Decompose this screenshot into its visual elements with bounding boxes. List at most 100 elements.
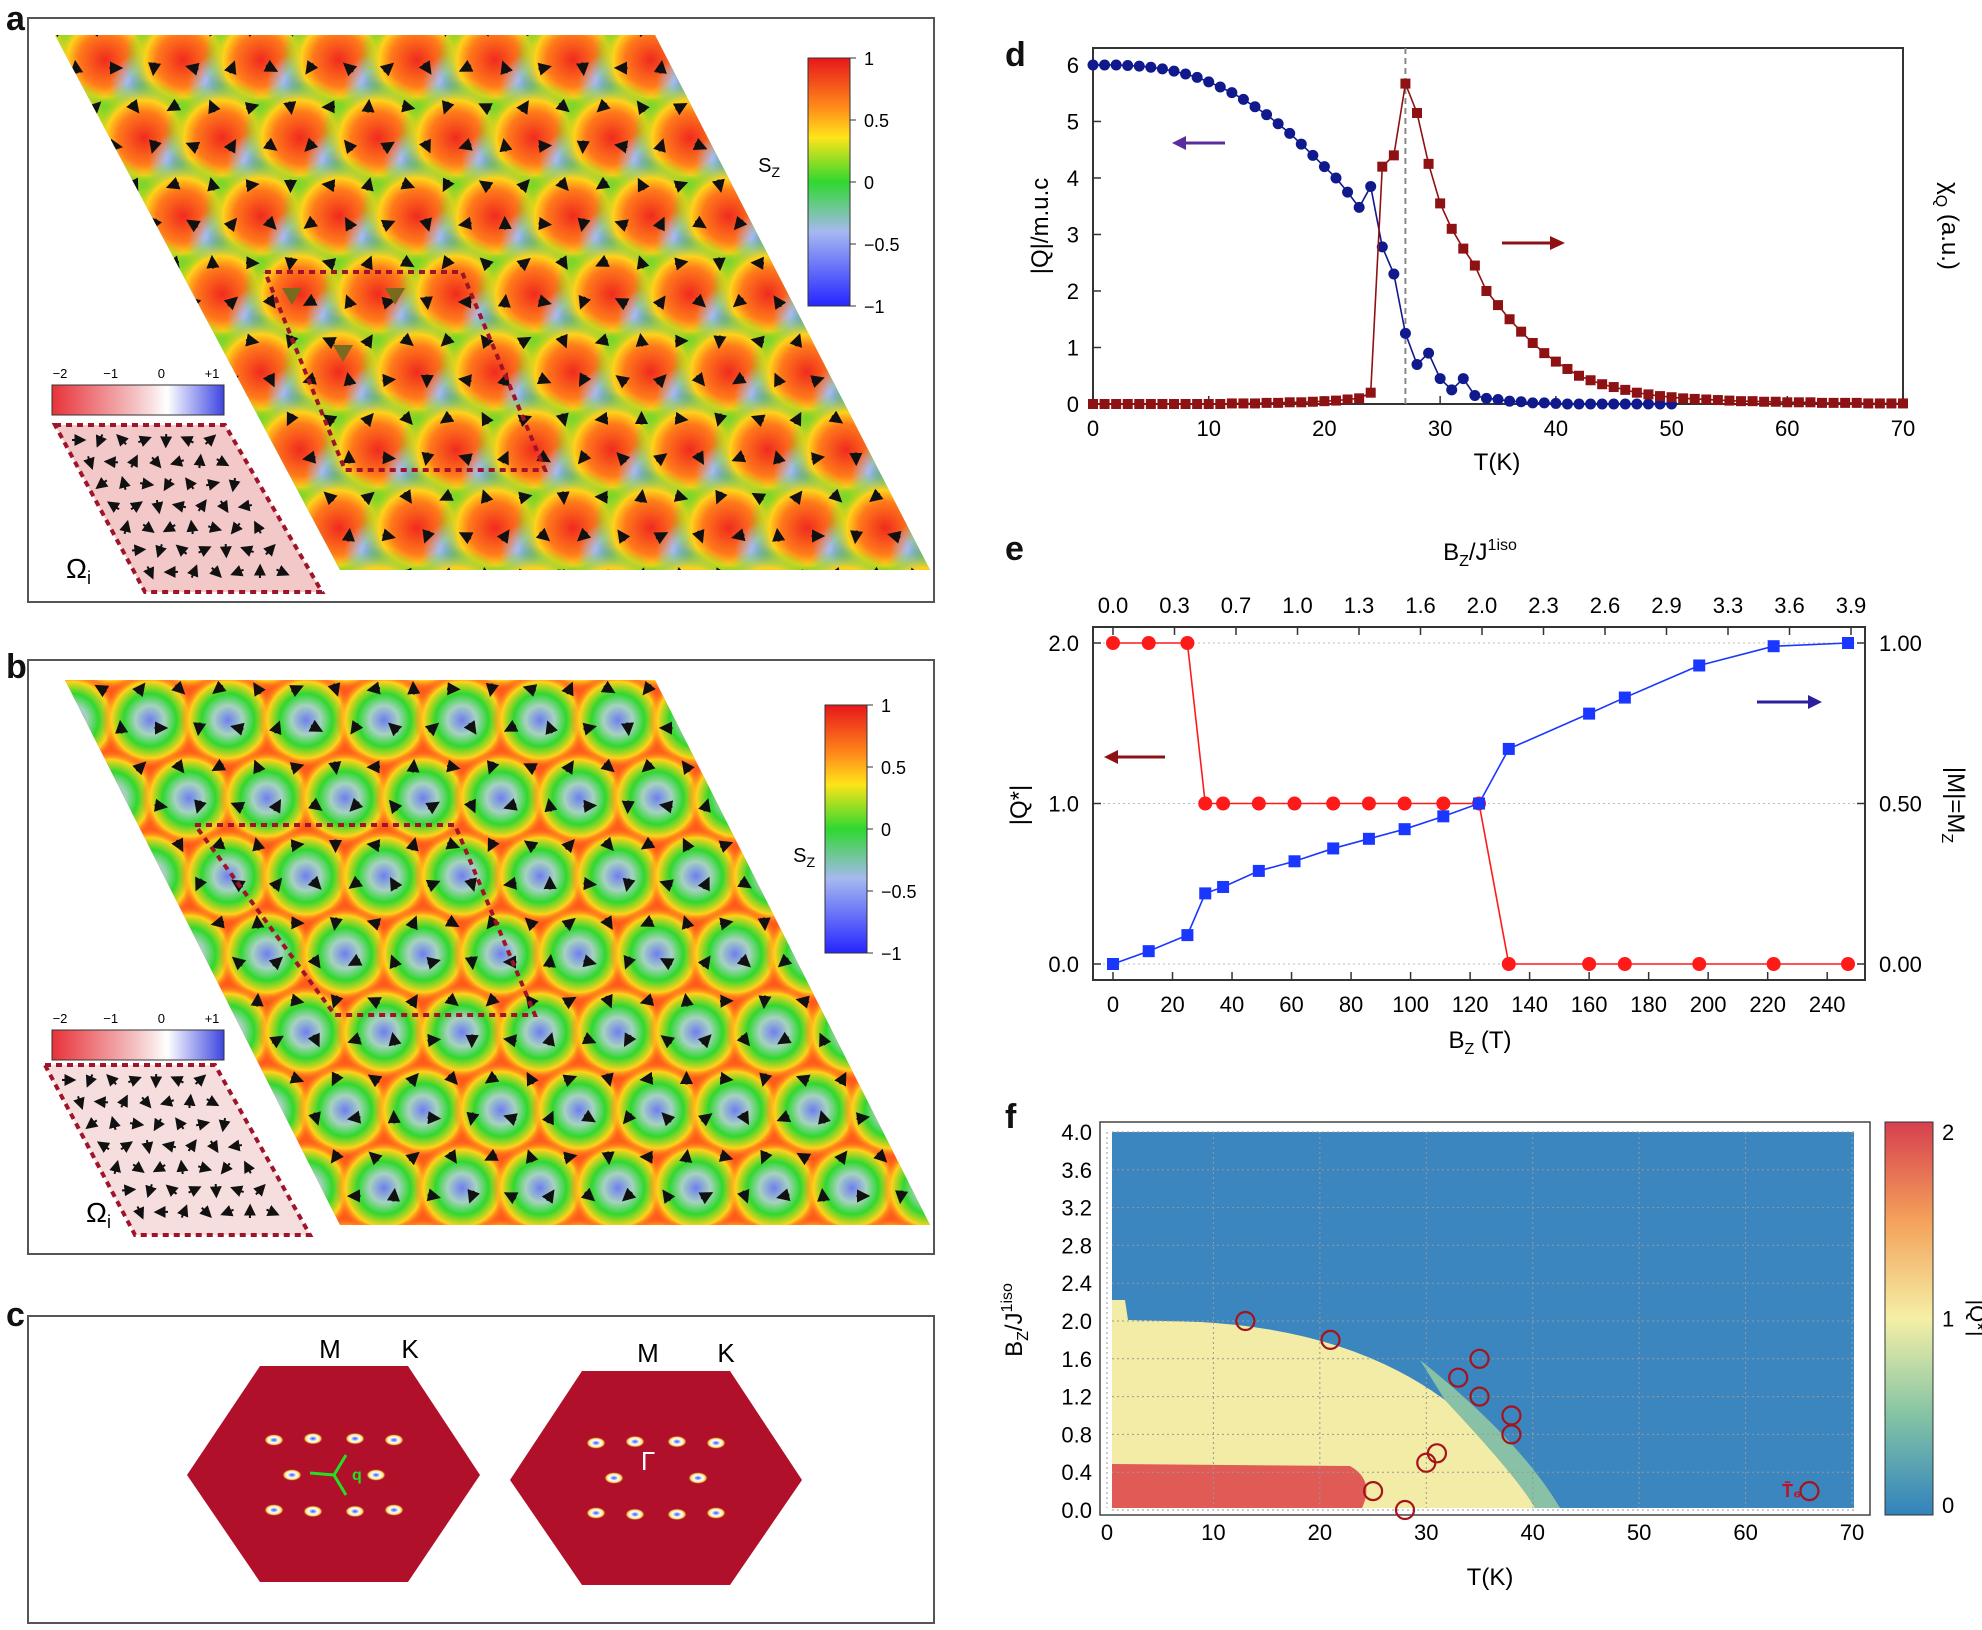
- bragg-peak: [384, 1504, 404, 1516]
- spin-arrow: [721, 1233, 731, 1238]
- spin-arrow: [978, 957, 979, 968]
- e-toptick-label: 2.0: [1467, 593, 1498, 618]
- spin-arrow: [1070, 492, 1071, 503]
- spin-arrow: [519, 652, 530, 653]
- skyrmion-core: [726, 672, 822, 768]
- d-point-q: [1527, 397, 1538, 408]
- spin-arrow: [169, 26, 178, 33]
- bragg-peak: [706, 1437, 726, 1449]
- spin-arrow: [910, 337, 918, 344]
- skyrmion-core: [687, 1218, 783, 1314]
- omega-tick-label: 0: [158, 1011, 165, 1026]
- d-point-chi: [1678, 393, 1688, 403]
- d-point-chi: [1111, 399, 1121, 409]
- spin-arrow: [348, 609, 351, 620]
- spin-arrow: [540, 610, 547, 618]
- e-xlabel: BZ (T): [1448, 1027, 1511, 1058]
- d-point-chi: [1713, 395, 1723, 405]
- spin-arrow: [559, 26, 568, 32]
- d-point-chi: [1100, 399, 1110, 409]
- spin-arrow: [873, 336, 879, 345]
- antiskyrmion-core: [773, 598, 841, 666]
- spin-arrow: [257, 996, 258, 1007]
- d-point-chi: [1134, 399, 1144, 409]
- f-ylabel: BZ/J1iso: [999, 1283, 1032, 1357]
- e-point-q: [1216, 797, 1230, 811]
- spin-arrow: [716, 649, 723, 657]
- spin-arrow: [968, 456, 978, 460]
- spin-arrow: [762, 684, 768, 693]
- spin-arrow: [798, 766, 809, 769]
- e-point-m: [1107, 958, 1119, 970]
- d-point-q: [1597, 399, 1608, 410]
- spin-arrow: [1034, 997, 1040, 1006]
- d-point-chi: [1528, 338, 1538, 348]
- e-point-q: [1106, 636, 1120, 650]
- spin-arrow: [642, 1234, 653, 1236]
- spin-arrow: [977, 801, 981, 811]
- d-point-q: [1180, 68, 1191, 79]
- d-point-chi: [1574, 371, 1584, 381]
- spin-arrow: [546, 1270, 554, 1278]
- d-point-chi: [1667, 392, 1677, 402]
- d-point-q: [1319, 161, 1330, 172]
- d-xtick-label: 10: [1196, 416, 1220, 441]
- spin-arrow: [1183, 573, 1193, 578]
- spin-arrow: [1046, 378, 1056, 382]
- spin-arrow: [1147, 570, 1151, 580]
- spin-arrow: [740, 727, 751, 730]
- d-point-chi: [1181, 399, 1191, 409]
- d-point-chi: [1551, 357, 1561, 367]
- spin-arrow: [326, 571, 333, 580]
- f-colorbar-tick-label: 1: [1942, 1307, 1954, 1332]
- f-xtick-label: 0: [1101, 1520, 1113, 1545]
- spin-arrow: [1114, 1074, 1116, 1085]
- spin-arrow: [877, 999, 887, 1004]
- e-point-q: [1398, 797, 1412, 811]
- d-arrow-right: [1502, 236, 1565, 250]
- d-point-chi: [1829, 398, 1839, 408]
- d-point-chi: [1643, 389, 1653, 399]
- spin-arrow: [753, 27, 763, 31]
- d-point-q: [1250, 101, 1261, 112]
- f-xtick-label: 30: [1414, 1520, 1438, 1545]
- spin-arrow: [426, 297, 427, 308]
- spin-arrow: [991, 492, 994, 502]
- f-q2-phase: [1112, 1464, 1366, 1508]
- bragg-peak: [604, 1472, 624, 1484]
- spin-arrow: [1055, 1113, 1060, 1123]
- f-xtick-label: 40: [1520, 1520, 1544, 1545]
- e-xtick-label: 80: [1339, 992, 1363, 1017]
- skyrmion-core: [710, 0, 826, 40]
- skyrmion-core: [944, 548, 1060, 664]
- skyrmion-core: [86, 0, 202, 40]
- e-point-m: [1363, 833, 1375, 845]
- spin-arrow: [916, 1232, 926, 1238]
- spin-arrow: [583, 141, 584, 152]
- spin-arrow: [754, 572, 763, 579]
- spin-arrow: [793, 650, 802, 656]
- d-point-chi: [1794, 397, 1804, 407]
- antiskyrmion-core: [1007, 286, 1075, 354]
- skyrmion-core: [866, 548, 982, 664]
- colorbar-tick-label: 0: [864, 173, 874, 193]
- spin-arrow: [564, 1312, 575, 1313]
- spin-arrow: [935, 882, 945, 886]
- d-point-chi: [1481, 286, 1491, 296]
- d-point-chi: [1759, 397, 1769, 407]
- bragg-peak: [366, 1469, 386, 1481]
- spin-arrow: [993, 1233, 1004, 1236]
- spin-arrow: [1072, 998, 1082, 1003]
- skyrmion-core: [164, 0, 280, 40]
- spin-arrow: [913, 648, 916, 659]
- panel-c-structure-factor: c M K M K q Γ: [6, 1296, 934, 1623]
- d-point-chi: [1250, 398, 1260, 408]
- d-point-q: [1493, 394, 1504, 405]
- spin-arrow: [608, 1230, 609, 1241]
- d-point-chi: [1505, 314, 1515, 324]
- spin-arrow: [539, 146, 550, 147]
- spin-arrow: [978, 879, 981, 890]
- spin-arrow: [639, 648, 644, 658]
- spin-arrow: [997, 762, 1001, 772]
- d-marks: [1088, 48, 1909, 410]
